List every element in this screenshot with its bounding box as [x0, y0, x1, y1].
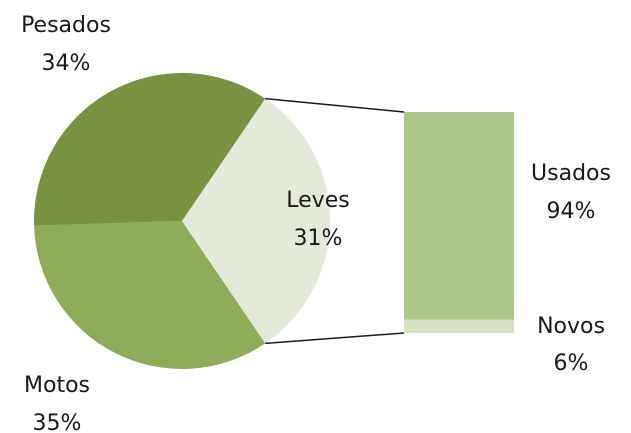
slice-label-leves-percent: 31%: [294, 226, 343, 251]
slice-label-pesados-percent: 34%: [42, 51, 91, 76]
pie-slice-motos: [33, 73, 266, 226]
bar-label-usados-percent: 94%: [547, 199, 596, 224]
connector-line-top: [265, 97, 405, 113]
connector-lines: [265, 97, 405, 345]
bar-label-novos-percent: 6%: [554, 351, 589, 376]
pie: [33, 73, 331, 369]
slice-label-motos-name: Motos: [24, 373, 90, 398]
stacked-bar: [404, 112, 514, 333]
slice-label-leves-name: Leves: [286, 188, 349, 213]
bar-segment-novos: [404, 319, 514, 333]
bar-label-novos-name: Novos: [537, 314, 605, 339]
bar-label-usados-name: Usados: [531, 161, 611, 186]
slice-label-motos-percent: 35%: [33, 411, 82, 433]
bar-segment-usados: [404, 112, 514, 320]
connector-line-bottom: [265, 332, 405, 345]
slice-label-pesados-name: Pesados: [21, 13, 111, 38]
pie-slice-pesados: [34, 221, 266, 369]
pie-slice-leves: [182, 98, 331, 344]
